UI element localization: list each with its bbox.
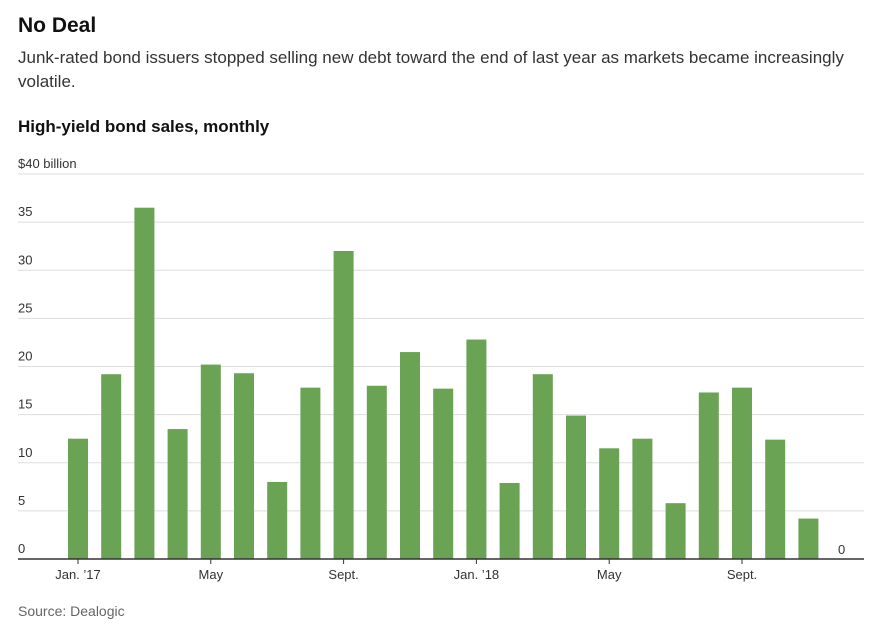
bar <box>68 438 88 559</box>
x-tick-label: May <box>597 567 622 582</box>
x-tick-label: Sept. <box>727 567 757 582</box>
bar <box>366 385 387 559</box>
bar <box>532 374 553 559</box>
y-tick-label: $40 billion <box>18 156 77 171</box>
bar <box>632 438 653 559</box>
x-tick-label: Jan. ’18 <box>454 567 500 582</box>
bar <box>433 388 454 559</box>
bar <box>200 364 221 559</box>
bar <box>665 503 686 559</box>
bar <box>167 429 188 559</box>
data-label: 0 <box>838 542 845 557</box>
y-tick-label: 25 <box>18 300 32 315</box>
y-tick-label: 20 <box>18 349 32 364</box>
bar <box>499 482 520 559</box>
bar <box>765 439 786 559</box>
chart-title: High-yield bond sales, monthly <box>18 117 270 136</box>
bar <box>400 352 420 559</box>
bar <box>599 448 620 559</box>
y-tick-label: 35 <box>18 204 32 219</box>
bar <box>466 339 487 559</box>
chart-subtitle: Junk-rated bond issuers stopped selling … <box>18 48 844 91</box>
x-tick-label: Sept. <box>328 567 358 582</box>
bar-chart: $40 billion 35 30 25 20 15 10 5 0 Jan. ’17 May Sept… <box>18 156 864 582</box>
x-tick-label: Jan. ’17 <box>55 567 101 582</box>
bar <box>101 374 122 559</box>
bar <box>300 387 321 559</box>
x-tick-label: May <box>199 567 224 582</box>
bar <box>732 387 752 559</box>
y-tick-label: 10 <box>18 445 32 460</box>
bar <box>798 518 819 559</box>
bar <box>698 392 719 559</box>
chart-headline: No Deal <box>18 14 97 37</box>
source-note: Source: Dealogic <box>18 603 125 619</box>
bar <box>566 415 586 559</box>
y-tick-label: 5 <box>18 493 25 508</box>
y-tick-label: 15 <box>18 397 32 412</box>
y-tick-label: 30 <box>18 252 32 267</box>
bar <box>134 207 155 559</box>
bar <box>234 373 254 559</box>
bar <box>333 251 354 559</box>
bar <box>267 482 288 559</box>
y-tick-label: 0 <box>18 541 25 556</box>
